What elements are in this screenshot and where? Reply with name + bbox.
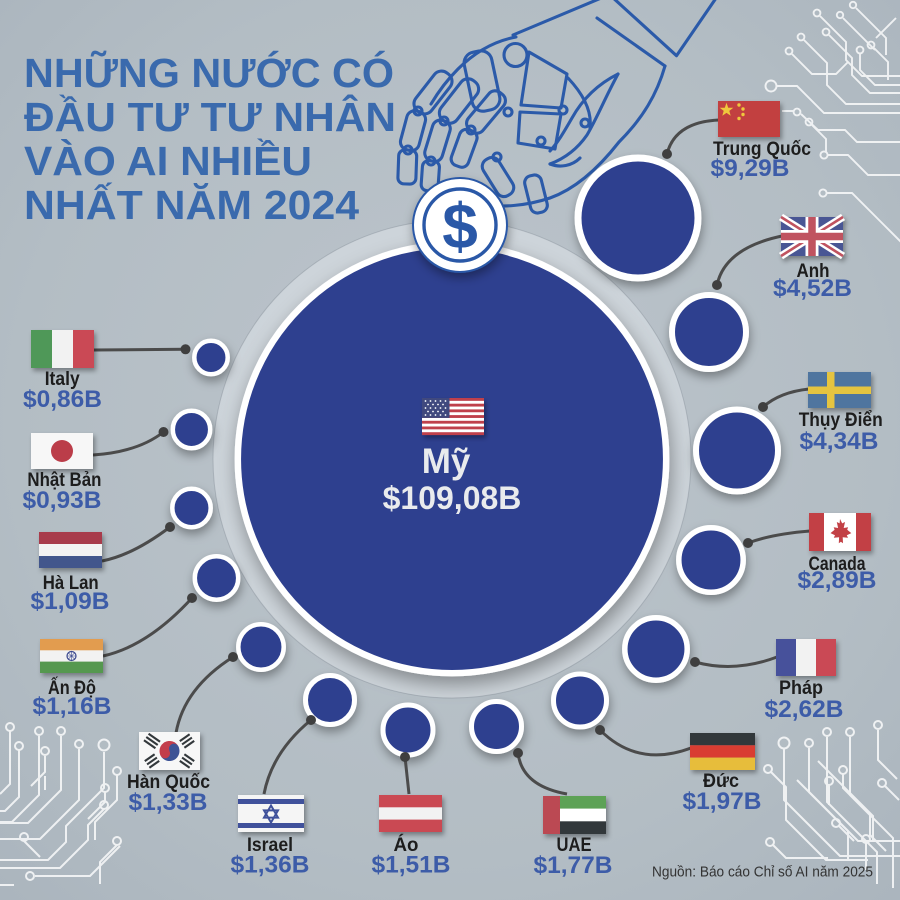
svg-text:Anh: Anh <box>797 260 830 282</box>
svg-text:Áo: Áo <box>394 833 419 856</box>
svg-text:$1,33B: $1,33B <box>128 789 207 816</box>
svg-text:$2,89B: $2,89B <box>797 567 876 594</box>
svg-text:Đức: Đức <box>703 770 739 792</box>
svg-text:$1,51B: $1,51B <box>371 852 450 879</box>
svg-text:Mỹ: Mỹ <box>422 442 471 481</box>
svg-text:Hà Lan: Hà Lan <box>43 572 99 594</box>
svg-text:$1,09B: $1,09B <box>30 588 109 615</box>
svg-text:Hàn Quốc: Hàn Quốc <box>127 771 210 793</box>
svg-text:NHẤT NĂM 2024: NHẤT NĂM 2024 <box>24 182 359 228</box>
svg-text:Trung Quốc: Trung Quốc <box>713 138 811 160</box>
svg-text:Nhật Bản: Nhật Bản <box>27 469 101 491</box>
svg-text:$: $ <box>442 190 478 262</box>
svg-text:$0,86B: $0,86B <box>23 386 102 413</box>
svg-text:NHỮNG NƯỚC CÓ: NHỮNG NƯỚC CÓ <box>24 50 394 96</box>
svg-text:$1,77B: $1,77B <box>533 852 612 879</box>
svg-text:$9,29B: $9,29B <box>710 155 789 182</box>
svg-text:VÀO AI NHIỀU: VÀO AI NHIỀU <box>24 138 312 184</box>
svg-text:$1,97B: $1,97B <box>682 788 761 815</box>
svg-text:UAE: UAE <box>557 834 592 856</box>
svg-text:$1,36B: $1,36B <box>230 852 309 879</box>
svg-text:Israel: Israel <box>247 834 293 856</box>
svg-text:$4,52B: $4,52B <box>773 275 852 302</box>
svg-text:Italy: Italy <box>45 368 80 390</box>
svg-text:$2,62B: $2,62B <box>764 696 843 723</box>
svg-text:$4,34B: $4,34B <box>799 428 878 455</box>
svg-text:Thụy Điển: Thụy Điển <box>799 409 883 431</box>
svg-text:$0,93B: $0,93B <box>22 487 101 514</box>
svg-text:Pháp: Pháp <box>779 677 823 699</box>
svg-text:$109,08B: $109,08B <box>383 480 522 516</box>
svg-text:ĐẦU TƯ TƯ NHÂN: ĐẦU TƯ TƯ NHÂN <box>24 94 396 140</box>
svg-text:$1,16B: $1,16B <box>32 693 111 720</box>
svg-text:Nguồn: Báo cáo Chỉ số AI năm 2: Nguồn: Báo cáo Chỉ số AI năm 2025 <box>652 865 873 881</box>
svg-text:Canada: Canada <box>809 553 866 575</box>
svg-text:Ấn Độ: Ấn Độ <box>48 676 96 699</box>
